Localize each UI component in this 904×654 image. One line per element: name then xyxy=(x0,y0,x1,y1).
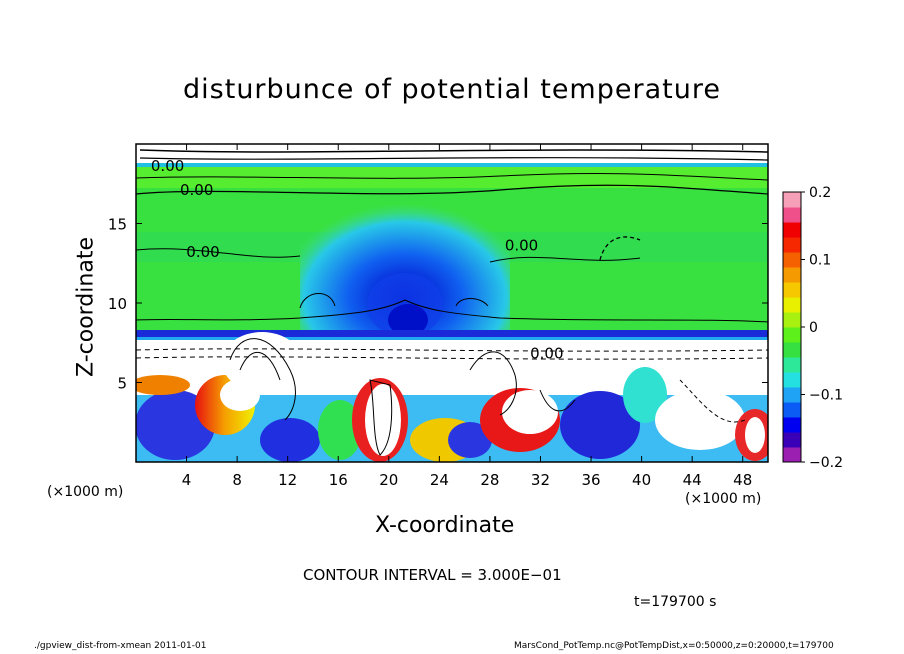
x-tick-label: 12 xyxy=(278,471,297,489)
colorbar-swatch xyxy=(783,327,801,343)
colorbar-tick-label: 0 xyxy=(809,320,818,336)
contour-interval-label: CONTOUR INTERVAL = 3.000E−01 xyxy=(303,566,562,584)
contour-value-label: 0.00 xyxy=(186,243,219,261)
y-axis-ticks: 5 10 15 xyxy=(108,216,768,393)
colorbar-swatch xyxy=(783,297,801,313)
x-axis-ticks: 4 8 12 16 20 24 28 32 36 40 44 48 xyxy=(182,144,752,489)
y-tick-label: 10 xyxy=(108,295,127,313)
y-tick-label: 15 xyxy=(108,216,127,234)
colorbar-swatch xyxy=(783,222,801,238)
colorbar: 0.2 0.1 0 −0.1 −0.2 xyxy=(782,185,843,471)
contour-labels: 0.00 0.00 0.00 0.00 0.00 xyxy=(151,157,564,363)
chart-title: disturbunce of potential temperature xyxy=(183,74,721,105)
colorbar-tick-label: 0.1 xyxy=(809,253,831,269)
footer-source-label: MarsCond_PotTemp.nc@PotTempDist,x=0:5000… xyxy=(514,641,834,651)
colorbar-tick-label: −0.2 xyxy=(809,455,843,471)
colorbar-swatch xyxy=(783,372,801,388)
x-tick-label: 20 xyxy=(379,471,398,489)
colorbar-swatch xyxy=(783,282,801,298)
colorbar-swatch xyxy=(783,357,801,373)
colorbar-swatch xyxy=(783,387,801,403)
x-axis-unit-right: (×1000 m) xyxy=(685,491,762,507)
colorbar-tick-label: 0.2 xyxy=(809,185,831,201)
contour-value-label: 0.00 xyxy=(151,157,184,175)
colorbar-swatch xyxy=(783,402,801,418)
colorbar-swatch xyxy=(783,192,801,208)
contour-value-label: 0.00 xyxy=(180,181,213,199)
colorbar-swatch xyxy=(783,417,801,433)
x-tick-label: 32 xyxy=(531,471,550,489)
colorbar-swatch xyxy=(783,342,801,358)
colorbar-swatch xyxy=(783,312,801,328)
x-tick-label: 44 xyxy=(683,471,702,489)
footer-script-label: ./gpview_dist-from-xmean 2011-01-01 xyxy=(34,641,207,651)
colorbar-swatch xyxy=(783,447,801,463)
y-tick-label: 5 xyxy=(117,375,127,393)
x-tick-label: 28 xyxy=(480,471,499,489)
x-axis-unit-left: (×1000 m) xyxy=(47,484,124,500)
x-tick-label: 36 xyxy=(581,471,600,489)
x-tick-label: 40 xyxy=(632,471,651,489)
x-tick-label: 4 xyxy=(182,471,192,489)
colorbar-swatch xyxy=(783,267,801,283)
colorbar-swatch xyxy=(783,252,801,268)
x-axis-label: X-coordinate xyxy=(375,513,515,538)
colorbar-swatch xyxy=(783,207,801,223)
potential-temperature-field xyxy=(136,144,768,462)
x-tick-label: 8 xyxy=(232,471,242,489)
colorbar-swatch xyxy=(783,237,801,253)
contour-value-label: 0.00 xyxy=(505,237,538,255)
colorbar-tick-label: −0.1 xyxy=(809,388,843,404)
contour-value-label: 0.00 xyxy=(530,345,563,363)
colorbar-swatch xyxy=(783,432,801,448)
x-tick-label: 48 xyxy=(733,471,752,489)
x-tick-label: 24 xyxy=(430,471,449,489)
time-label: t=179700 s xyxy=(634,594,717,610)
x-tick-label: 16 xyxy=(329,471,348,489)
